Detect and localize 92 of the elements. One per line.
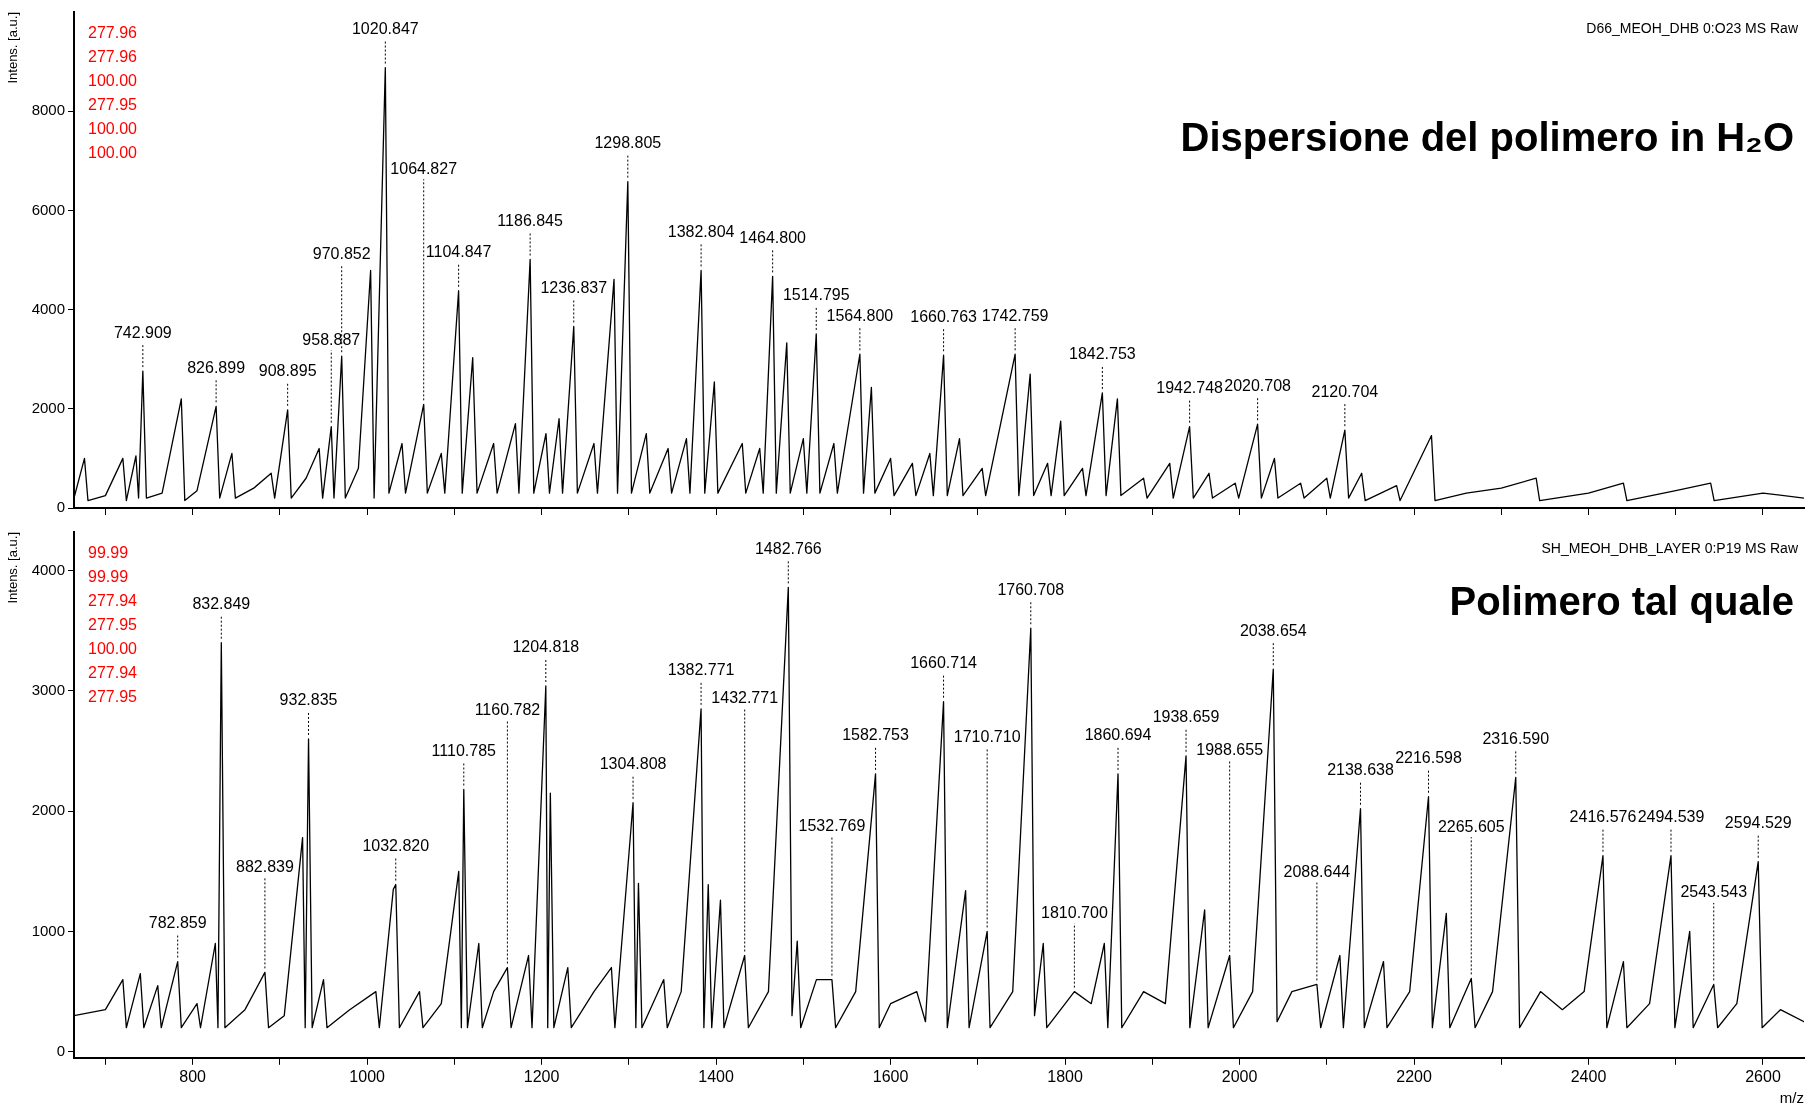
annotation: 1032.820 [362,836,430,854]
x-axis-title: m/z [1779,1089,1804,1107]
annotation: 1236.837 [540,278,608,296]
annotation: 832.849 [192,595,251,613]
annotation: 99.99 [88,544,129,562]
annotation: 2216.598 [1395,749,1462,767]
annotation: 1660.763 [910,307,978,325]
annotation: 1760.708 [997,580,1065,598]
annotation: 1938.659 [1152,708,1220,726]
y-tick-label: 6000 [31,200,65,218]
annotation: 2120.704 [1311,382,1379,400]
annotation: 277.95 [88,96,138,114]
annotation: 1464.800 [739,228,807,246]
text: Dispersione del polimero in H₂O [1180,115,1794,160]
y-tick-label: 4000 [31,299,65,317]
annotation: 1482.766 [754,539,822,557]
annotation: 1942.748 [1156,379,1224,397]
x-tick-label: 2400 [1570,1067,1607,1085]
y-axis-title: Intens. [a.u.] [5,12,21,84]
annotation: 1160.782 [474,701,541,719]
y-axis-title: Intens. [a.u.] [5,532,21,604]
annotation: 1532.769 [798,816,866,834]
annotation: 2543.543 [1680,883,1748,901]
x-tick-label: 1000 [349,1067,386,1085]
annotation: 277.94 [88,592,138,610]
annotation: 1382.771 [667,661,735,679]
annotation: 1104.847 [425,243,492,261]
annotation: 1660.714 [910,654,978,672]
x-tick-label: 1200 [523,1067,560,1085]
annotation: 782.859 [148,913,207,931]
annotation: 1298.805 [594,134,662,152]
annotation: 1020.847 [351,19,419,37]
annotation: 100.00 [88,120,138,138]
x-tick-label: 1800 [1047,1067,1083,1085]
annotation: 277.96 [88,24,138,42]
annotation: 2494.539 [1637,808,1705,826]
annotation: 100.00 [88,144,138,162]
y-tick-label: 2000 [31,398,65,416]
annotation: 908.895 [258,362,317,380]
y-tick-label: 4000 [31,560,65,578]
x-tick-label: 1400 [698,1067,734,1085]
annotation: 99.99 [88,568,129,586]
annotation: 100.00 [88,640,138,658]
annotation: 2088.644 [1283,863,1351,881]
annotation: 1110.785 [431,741,497,759]
annotation: 2265.605 [1437,817,1505,835]
annotation: 1514.795 [782,286,850,304]
annotation: 2316.590 [1482,729,1550,747]
y-tick-label: 2000 [31,801,65,819]
annotation: 2594.529 [1724,814,1792,832]
annotation: 2416.576 [1569,808,1637,826]
x-tick-label: 1600 [872,1067,909,1085]
annotation: 882.839 [236,858,294,876]
text: Polimero tal quale [1449,579,1794,624]
annotation: 826.899 [187,358,246,376]
annotation: 1304.808 [599,755,667,773]
annotation: 277.95 [88,688,138,706]
annotation: 970.852 [312,244,371,262]
annotation: 1582.753 [842,726,909,744]
annotation: 1710.710 [953,728,1021,746]
y-tick-label: 0 [56,498,65,516]
annotation: 958.887 [302,330,361,348]
annotation: 742.909 [113,323,172,341]
annotation: 1064.827 [390,159,458,177]
x-tick-label: 2000 [1221,1067,1258,1085]
annotation: 1742.759 [981,306,1049,324]
text: SH_MEOH_DHB_LAYER 0:P19 MS Raw [1541,539,1799,556]
annotation: 277.94 [88,664,138,682]
annotation: 2038.654 [1239,621,1307,639]
annotation: 932.835 [279,691,338,709]
y-tick-label: 3000 [31,680,65,698]
annotation: 100.00 [88,72,138,90]
annotation: 1842.753 [1069,345,1136,363]
annotation: 1432.771 [711,688,779,706]
annotation: 277.96 [88,48,138,66]
annotation: 1564.800 [826,306,894,324]
annotation: 2020.708 [1224,376,1292,394]
y-tick-label: 8000 [31,101,65,119]
annotation: 277.95 [88,616,138,634]
annotation: 1204.818 [512,638,580,656]
annotation: 1988.655 [1196,741,1264,759]
x-tick-label: 800 [179,1067,207,1085]
y-tick-label: 1000 [31,921,65,939]
annotation: 1382.804 [667,222,735,240]
annotation: 1810.700 [1041,903,1108,921]
annotation: 1186.845 [497,211,564,229]
annotation: 1860.694 [1084,726,1152,744]
x-tick-label: 2200 [1396,1067,1432,1085]
y-tick-label: 0 [56,1041,65,1059]
text: D66_MEOH_DHB 0:O23 MS Raw [1586,19,1799,36]
annotation: 2138.638 [1327,761,1394,779]
x-tick-label: 2600 [1745,1067,1781,1085]
